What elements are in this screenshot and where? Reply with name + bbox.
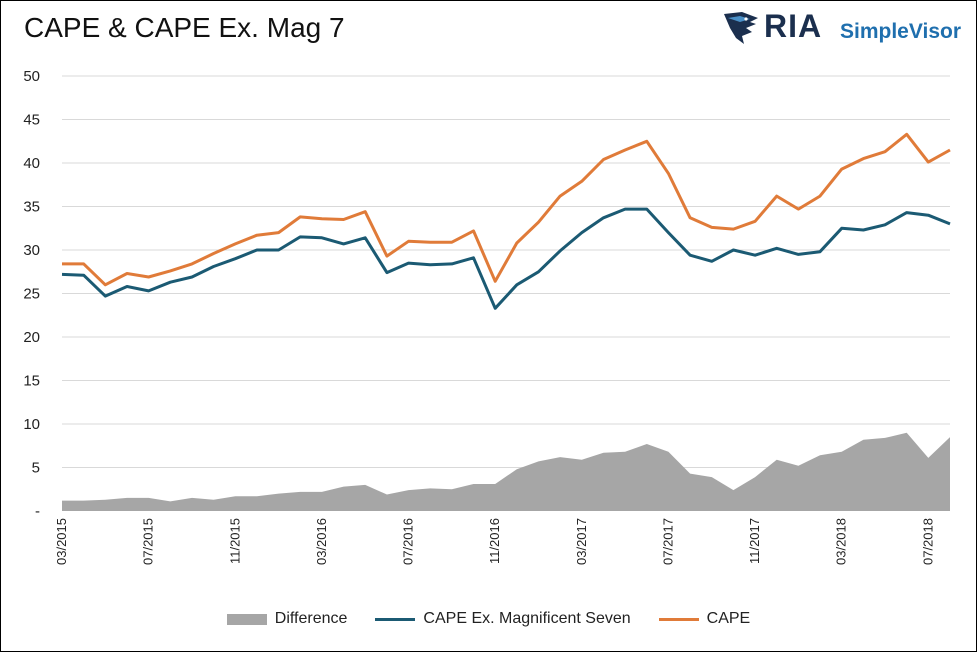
difference-area-layer — [62, 432, 950, 511]
x-tick-label: 07/2018 — [920, 518, 935, 565]
logo-product-text: SimpleVisor — [840, 20, 961, 43]
x-tick-label: 07/2017 — [660, 518, 675, 565]
legend-swatch-difference — [226, 613, 267, 625]
eagle-logo-icon — [724, 12, 758, 44]
difference-area — [62, 432, 950, 511]
y-tick-label: 5 — [32, 460, 40, 477]
x-tick-label: 07/2016 — [401, 518, 416, 565]
y-tick-label: 10 — [23, 416, 40, 433]
legend-swatch-cape — [658, 617, 699, 621]
cape-ex-mag7-line — [61, 207, 951, 310]
legend-swatch-cape-ex-mag7 — [375, 617, 416, 621]
x-tick-label: 03/2017 — [574, 518, 589, 565]
legend-item-cape: CAPE — [658, 610, 751, 628]
x-tick-label: 11/2016 — [487, 518, 502, 564]
y-tick-label: 35 — [23, 199, 40, 216]
x-tick-label: 03/2015 — [54, 518, 69, 565]
legend-item-difference: Difference — [226, 610, 348, 628]
legend-label-cape: CAPE — [706, 610, 751, 627]
gridlines — [62, 75, 950, 468]
legend-label-cape-ex-mag7: CAPE Ex. Magnificent Seven — [423, 610, 631, 627]
legend-label-difference: Difference — [274, 610, 348, 627]
y-tick-label: 25 — [23, 286, 40, 303]
cape-line — [62, 132, 951, 287]
y-tick-label: 40 — [23, 155, 40, 172]
chart-legend: Difference CAPE Ex. Magnificent Seven CA… — [0, 610, 977, 628]
y-tick-label: 15 — [23, 373, 40, 390]
chart-title: CAPE & CAPE Ex. Mag 7 — [24, 12, 345, 43]
series-lines-layer — [61, 132, 951, 310]
x-tick-label: 03/2016 — [314, 518, 329, 565]
x-tick-label: 11/2015 — [227, 518, 242, 564]
x-tick-label: 03/2018 — [834, 518, 849, 565]
legend-item-cape-ex-mag7: CAPE Ex. Magnificent Seven — [375, 610, 631, 628]
y-tick-label: - — [35, 503, 40, 520]
x-tick-label: 11/2017 — [747, 518, 762, 564]
y-tick-label: 45 — [23, 112, 40, 129]
ria-simplevisor-logo: RIA SimpleVisor — [722, 8, 962, 46]
y-tick-label: 30 — [23, 242, 40, 259]
y-tick-label: 20 — [23, 329, 40, 346]
y-tick-label: 50 — [23, 68, 40, 85]
x-axis-tick-labels: 03/2015 07/2015 11/2015 03/2016 07/2016 11/20… — [54, 518, 935, 565]
logo-brand-text: RIA — [764, 8, 823, 44]
x-tick-label: 07/2015 — [141, 518, 156, 565]
y-axis-tick-labels: 50 45 40 35 30 25 20 15 10 5 - — [23, 68, 40, 520]
